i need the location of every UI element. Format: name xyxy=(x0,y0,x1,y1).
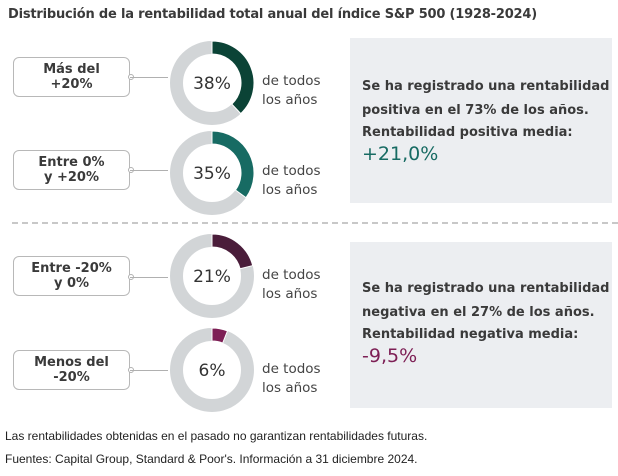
donut-segment xyxy=(211,130,255,199)
section-divider xyxy=(12,222,618,224)
positive-average-value: +21,0% xyxy=(362,143,439,165)
category-label-line2: y 0% xyxy=(53,276,90,291)
donut-percent-label: 6% xyxy=(199,361,226,381)
disclaimer-text: Las rentabilidades obtenidas en el pasad… xyxy=(5,429,428,443)
donut-caption-line1: de todos xyxy=(262,267,321,283)
donut-caption-line2: los años xyxy=(262,380,318,396)
connector-line xyxy=(130,370,168,371)
donut-caption-line1: de todos xyxy=(262,73,321,89)
donut-chart: 38% xyxy=(170,40,255,125)
category-label-line2: y +20% xyxy=(43,170,99,185)
negative-summary-panel: Se ha registrado una rentabilidad negati… xyxy=(350,242,612,408)
donut-caption-line1: de todos xyxy=(262,361,321,377)
category-label-line1: Más del xyxy=(43,62,100,77)
category-label-line1: Entre 0% xyxy=(38,155,105,170)
connector-line xyxy=(130,277,168,278)
positive-summary-panel: Se ha registrado una rentabilidad positi… xyxy=(350,38,612,203)
connector-line xyxy=(130,170,168,171)
positive-summary-line2: positiva en el 73% de los años. xyxy=(362,103,589,118)
donut-caption: de todos los años xyxy=(262,266,321,304)
negative-average-value: -9,5% xyxy=(362,345,418,367)
donut-percent-label: 21% xyxy=(193,267,231,287)
sources-text: Fuentes: Capital Group, Standard & Poor'… xyxy=(5,452,418,466)
donut-percent-label: 35% xyxy=(193,164,231,184)
positive-average-label: Rentabilidad positiva media: xyxy=(362,125,573,140)
connector-line xyxy=(130,77,168,78)
category-label-box: Entre 0% y +20% xyxy=(13,150,130,190)
donut-segment xyxy=(211,40,255,115)
chart-title: Distribución de la rentabilidad total an… xyxy=(8,7,537,22)
category-label-box: Entre -20% y 0% xyxy=(13,256,130,296)
donut-caption-line2: los años xyxy=(262,92,318,108)
donut-caption: de todos los años xyxy=(262,72,321,110)
donut-caption: de todos los años xyxy=(262,360,321,398)
donut-chart: 6% xyxy=(170,327,254,412)
donut-caption-line2: los años xyxy=(262,286,318,302)
negative-average-label: Rentabilidad negativa media: xyxy=(362,327,579,342)
category-label-line2: -20% xyxy=(53,370,90,385)
donut-caption-line2: los años xyxy=(262,182,318,198)
donut-segment xyxy=(211,233,254,270)
category-label-line1: Entre -20% xyxy=(31,261,112,276)
donut-chart: 35% xyxy=(170,130,255,215)
donut-percent-label: 38% xyxy=(193,74,231,94)
category-label-box: Más del +20% xyxy=(13,57,130,97)
donut-caption-line1: de todos xyxy=(262,163,321,179)
category-label-line1: Menos del xyxy=(34,355,109,370)
donut-chart: 21% xyxy=(170,233,254,318)
positive-summary-line1: Se ha registrado una rentabilidad xyxy=(362,79,610,94)
category-label-box: Menos del -20% xyxy=(13,350,130,390)
donut-segment xyxy=(211,327,229,344)
negative-summary-line1: Se ha registrado una rentabilidad xyxy=(362,281,610,296)
negative-summary-line2: negativa en el 27% de los años. xyxy=(362,305,595,320)
donut-caption: de todos los años xyxy=(262,162,321,200)
category-label-line2: +20% xyxy=(50,77,93,92)
